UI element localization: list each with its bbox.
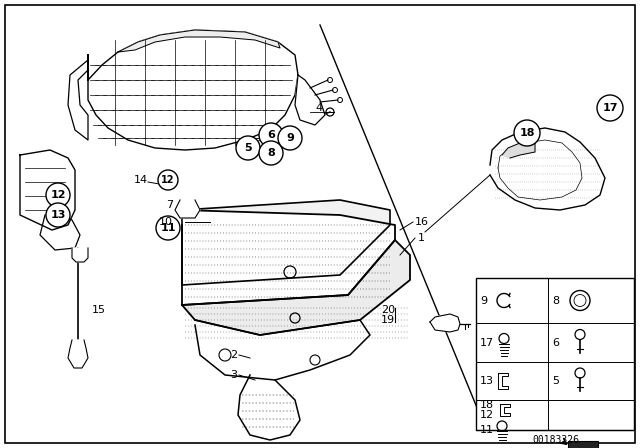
- Polygon shape: [40, 215, 80, 250]
- Text: 8: 8: [267, 148, 275, 158]
- Polygon shape: [20, 150, 75, 230]
- Text: 14: 14: [134, 175, 148, 185]
- Text: 11: 11: [160, 223, 176, 233]
- Polygon shape: [88, 30, 298, 150]
- Polygon shape: [500, 404, 510, 416]
- Polygon shape: [182, 200, 390, 285]
- Circle shape: [597, 95, 623, 121]
- Text: 5: 5: [244, 143, 252, 153]
- Text: 13: 13: [51, 210, 66, 220]
- Text: 5: 5: [552, 376, 559, 386]
- Text: 17: 17: [480, 337, 494, 348]
- Polygon shape: [295, 75, 325, 125]
- Text: 18: 18: [519, 128, 535, 138]
- Text: 19: 19: [381, 315, 395, 325]
- Polygon shape: [68, 60, 88, 140]
- Text: 6: 6: [267, 130, 275, 140]
- Polygon shape: [238, 375, 300, 440]
- Polygon shape: [490, 128, 605, 210]
- Polygon shape: [118, 30, 280, 52]
- Text: 18: 18: [480, 400, 494, 410]
- Text: 17: 17: [602, 103, 618, 113]
- Text: 4: 4: [315, 103, 322, 113]
- Circle shape: [259, 141, 283, 165]
- Polygon shape: [430, 314, 460, 332]
- Circle shape: [46, 203, 70, 227]
- Text: 15: 15: [92, 305, 106, 315]
- Circle shape: [158, 170, 178, 190]
- Text: 1: 1: [418, 233, 425, 243]
- Text: 13: 13: [480, 376, 494, 386]
- Text: 7: 7: [166, 200, 173, 210]
- Polygon shape: [72, 248, 88, 262]
- Bar: [476, 278, 634, 430]
- Text: 12: 12: [161, 175, 175, 185]
- Text: 16: 16: [415, 217, 429, 227]
- Polygon shape: [182, 240, 410, 335]
- Circle shape: [156, 216, 180, 240]
- Polygon shape: [502, 140, 535, 158]
- Circle shape: [278, 126, 302, 150]
- Bar: [568, 441, 598, 448]
- Polygon shape: [498, 373, 508, 389]
- Text: 3: 3: [230, 370, 237, 380]
- Polygon shape: [195, 320, 370, 380]
- Text: 12: 12: [480, 410, 494, 420]
- Circle shape: [514, 120, 540, 146]
- Text: 2: 2: [230, 350, 237, 360]
- Text: 11: 11: [480, 425, 494, 435]
- Text: 12: 12: [51, 190, 66, 200]
- Circle shape: [236, 136, 260, 160]
- Text: 00183326: 00183326: [532, 435, 579, 445]
- Polygon shape: [182, 210, 395, 305]
- Circle shape: [259, 123, 283, 147]
- Text: 10: 10: [159, 217, 173, 227]
- Text: 20: 20: [381, 305, 395, 315]
- Text: 9: 9: [480, 296, 487, 306]
- Polygon shape: [68, 340, 88, 368]
- Text: 8: 8: [552, 296, 559, 306]
- Circle shape: [46, 183, 70, 207]
- Text: 6: 6: [552, 337, 559, 348]
- Text: 9: 9: [286, 133, 294, 143]
- Polygon shape: [175, 200, 200, 218]
